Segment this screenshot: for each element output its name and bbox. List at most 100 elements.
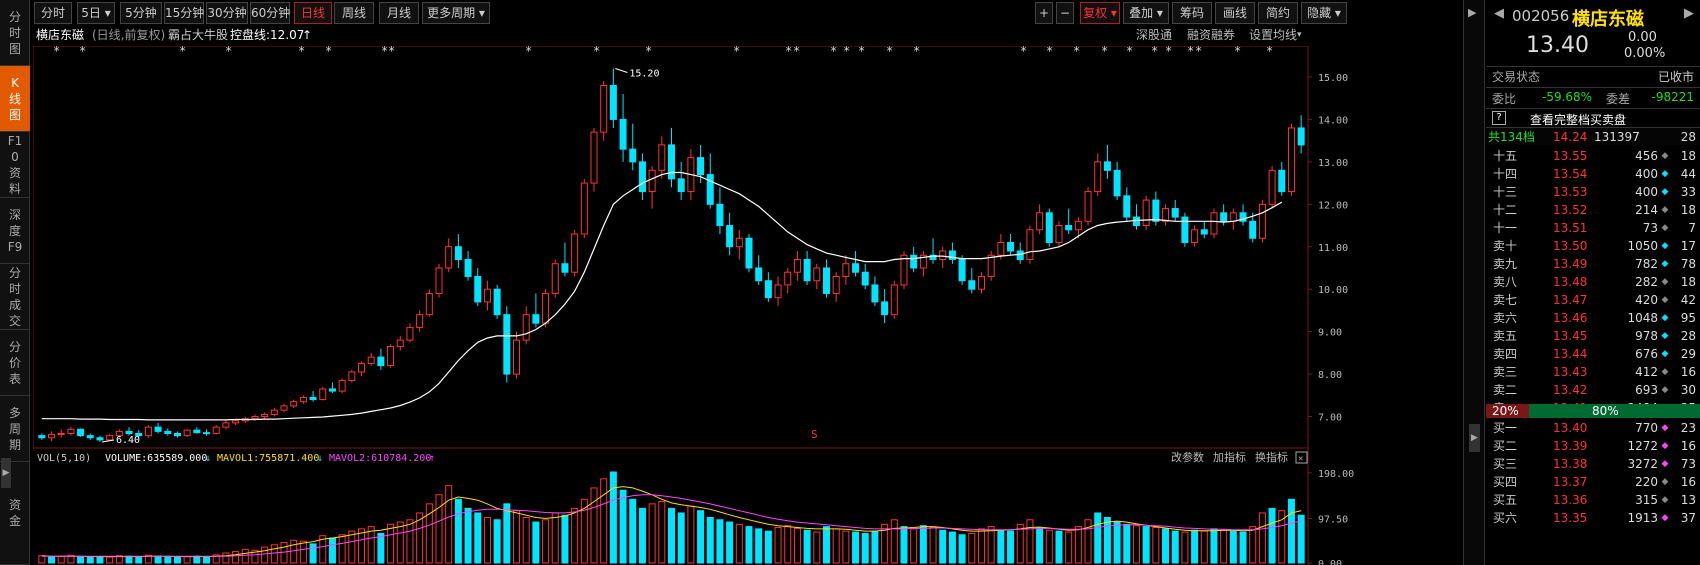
ask-row[interactable]: 卖三 13.43 412 ◆ 16 [1486, 363, 1700, 381]
mavol2-up-arrow-icon: ↑ [429, 453, 435, 464]
bid-row[interactable]: 买二 13.39 1272 ◆ 16 [1486, 437, 1700, 455]
signal-marker: * [858, 46, 865, 58]
candle-body [290, 401, 298, 407]
candle-body [852, 263, 860, 273]
help-icon[interactable]: ? [1492, 111, 1506, 125]
ask-row[interactable]: 卖二 13.42 693 ◆ 30 [1486, 381, 1700, 399]
ask-row[interactable]: 十二 13.52 214 ◆ 18 [1486, 201, 1700, 219]
period-9[interactable]: 更多周期 ▾ [422, 2, 490, 24]
subbar-link-2[interactable]: 融资融券 [1187, 28, 1236, 42]
ask-row[interactable]: 卖九 13.49 782 ◆ 78 [1486, 255, 1700, 273]
vol-tick-label: 0.00 [1318, 559, 1342, 565]
subbar-link-3[interactable]: 设置均线 [1249, 28, 1298, 42]
candle-body [997, 242, 1005, 256]
full-book-row[interactable]: ? 查看完整档买卖盘 [1486, 108, 1700, 127]
candle-body [939, 250, 947, 260]
ask-count: 29 [1680, 347, 1696, 361]
panel-top-chevron-icon[interactable]: ▶ [1468, 6, 1477, 19]
period-3[interactable]: 15分钟 [164, 2, 204, 24]
left-tab-6[interactable]: 多周期 [0, 396, 30, 462]
ask-price: 13.50 [1553, 239, 1588, 253]
volume-bar [1287, 498, 1295, 564]
volume-bar [667, 507, 676, 564]
panel-toggle-icon[interactable]: ▶ [1469, 424, 1480, 452]
price-change: 0.00 [1628, 30, 1657, 45]
kline-chart[interactable]: * * * * * * * * * * * * * * * * * * * * * * * * * * * * * *15.0014.00… [33, 46, 1463, 565]
candle-body [697, 157, 705, 176]
ask-count: 18 [1680, 149, 1696, 163]
ask-row[interactable]: 十三 13.53 400 ◆ 33 [1486, 183, 1700, 201]
ask-row[interactable]: 卖七 13.47 420 ◆ 42 [1486, 291, 1700, 309]
period-8[interactable]: 月线 [379, 2, 419, 24]
toolbar-right-2[interactable]: 复权 ▾ [1080, 2, 1120, 24]
toolbar-right-1[interactable]: − [1056, 2, 1074, 24]
candle-body [977, 275, 985, 290]
toolbar-right-0[interactable]: + [1035, 2, 1053, 24]
candle-body [600, 84, 608, 133]
volume-bar [900, 526, 908, 564]
bid-count: 16 [1680, 475, 1696, 489]
subbar-dropdown-icon[interactable]: ▾ [1297, 30, 1302, 40]
indicator-tool[interactable]: 霸占大牛股 [168, 28, 229, 42]
order-dot-icon: ◆ [1661, 187, 1669, 197]
candle-body [144, 426, 152, 437]
signal-marker: * [1020, 46, 1027, 58]
ask-row[interactable]: 卖六 13.46 1048 ◆ 95 [1486, 309, 1700, 327]
subbar-link-1[interactable]: 深股通 [1136, 28, 1173, 42]
period-2[interactable]: 5分钟 [120, 2, 162, 24]
vol-action-1: 加指标 [1213, 450, 1246, 464]
candle-body [48, 433, 56, 439]
volume-bar [522, 517, 530, 564]
stock-name: 横店东磁 [36, 28, 85, 42]
ask-row[interactable]: 十一 13.51 73 ◆ 7 [1486, 219, 1700, 237]
ask-row[interactable]: 十五 13.55 456 ◆ 18 [1486, 147, 1700, 165]
period-6[interactable]: 日线 [294, 2, 332, 24]
period-4[interactable]: 30分钟 [206, 2, 248, 24]
back-icon[interactable]: ◀ [1494, 6, 1504, 21]
bid-row[interactable]: 买四 13.37 220 ◆ 16 [1486, 473, 1700, 491]
volume-bar [358, 528, 366, 564]
collapse-arrow-icon[interactable]: ▶ [1, 458, 11, 488]
left-tab-2[interactable]: F10资料 [0, 132, 30, 198]
toolbar-right-7[interactable]: 隐藏 ▾ [1301, 2, 1347, 24]
bid-row[interactable]: 买五 13.36 315 ◆ 13 [1486, 491, 1700, 509]
bid-row[interactable]: 买六 13.35 1913 ◆ 37 [1486, 509, 1700, 527]
toolbar-right-3[interactable]: 叠加 ▾ [1123, 2, 1169, 24]
ask-row[interactable]: 卖五 13.45 978 ◆ 28 [1486, 327, 1700, 345]
period-5[interactable]: 60分钟 [250, 2, 290, 24]
ask-row[interactable]: 卖四 13.44 676 ◆ 29 [1486, 345, 1700, 363]
ask-row[interactable]: 卖八 13.48 282 ◆ 18 [1486, 273, 1700, 291]
ask-row[interactable]: 十四 13.54 400 ◆ 44 [1486, 165, 1700, 183]
volume-bar [919, 525, 927, 564]
signal-marker: * [593, 46, 600, 58]
ask-volume: 400 [1635, 167, 1658, 181]
volume-bar [977, 528, 985, 564]
period-1[interactable]: 5日 ▾ [77, 2, 115, 24]
bid-row[interactable]: 买一 13.40 770 ◆ 23 [1486, 419, 1700, 437]
left-tab-4[interactable]: 分时成交 [0, 264, 30, 330]
toolbar-right-6[interactable]: 简约 [1258, 2, 1298, 24]
ask-count: 7 [1688, 221, 1696, 235]
volume-bar [1220, 529, 1228, 564]
volume-bar [648, 503, 656, 564]
forward-icon[interactable]: ▶ [1684, 6, 1694, 21]
ask-row[interactable]: 卖十 13.50 1050 ◆ 17 [1486, 237, 1700, 255]
volume-bar [609, 471, 617, 564]
left-tab-3[interactable]: 深度F9 [0, 198, 30, 264]
volume-bar [1007, 530, 1015, 564]
signal-marker: * [1046, 46, 1053, 58]
candle-body [658, 144, 666, 171]
left-tab-5[interactable]: 分价表 [0, 330, 30, 396]
period-0[interactable]: 分时 [34, 2, 72, 24]
full-book-link[interactable]: 查看完整档买卖盘 [1530, 113, 1627, 127]
period-7[interactable]: 周线 [334, 2, 374, 24]
bid-price: 13.40 [1553, 421, 1588, 435]
toolbar-right-5[interactable]: 画线 [1215, 2, 1255, 24]
bid-row[interactable]: 买三 13.38 3272 ◆ 73 [1486, 455, 1700, 473]
ask-level: 卖七 [1493, 293, 1518, 307]
volume-bar [454, 498, 462, 564]
left-tab-1[interactable]: K线图 [0, 66, 30, 132]
left-tab-0[interactable]: 分时图 [0, 0, 30, 66]
toolbar-right-4[interactable]: 筹码 [1172, 2, 1212, 24]
ask-price: 13.45 [1553, 329, 1588, 343]
